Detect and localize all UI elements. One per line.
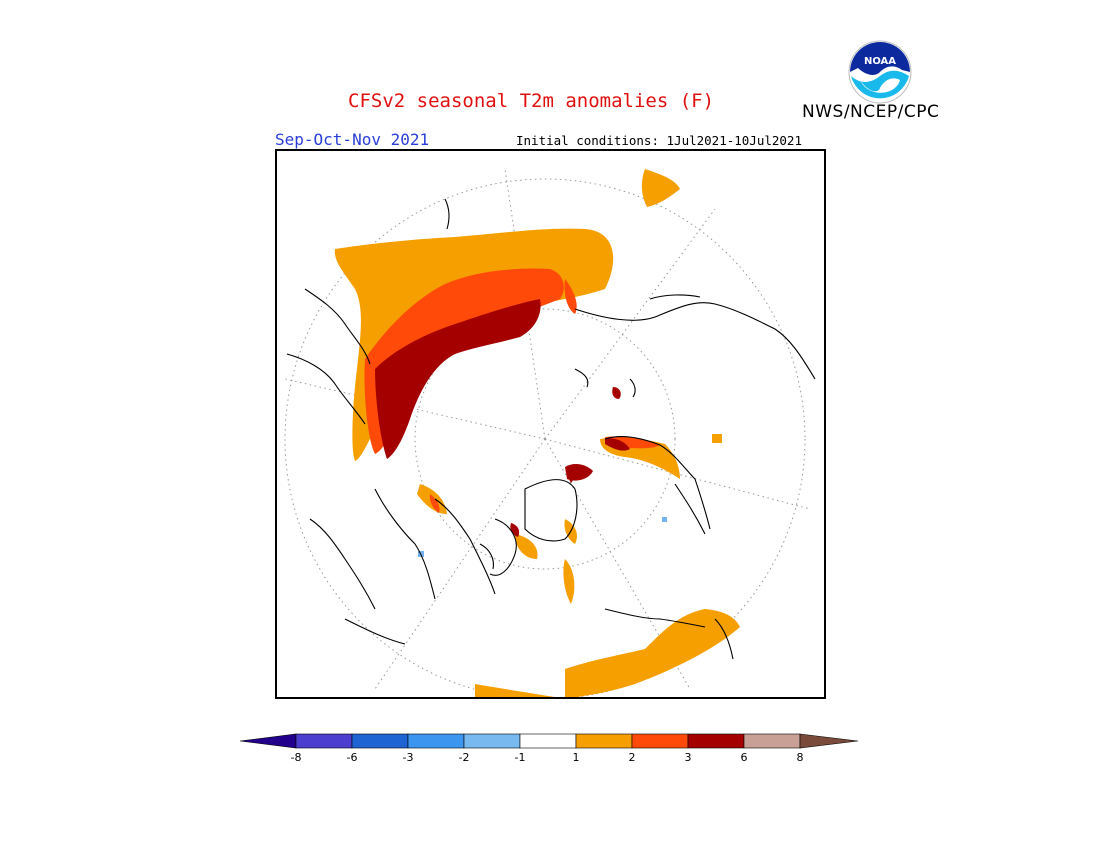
colorbar-swatch <box>351 733 409 749</box>
colorbar-tick-label: -8 <box>291 751 302 764</box>
colorbar-swatches <box>239 733 859 749</box>
forecast-period: Sep-Oct-Nov 2021 <box>275 130 430 149</box>
colorbar-tick-label: -6 <box>347 751 358 764</box>
colorbar-swatch <box>407 733 465 749</box>
initial-conditions: Initial conditions: 1Jul2021-10Jul2021 <box>516 133 802 148</box>
noaa-logo: NOAA <box>848 40 912 104</box>
colorbar-swatch <box>631 733 689 749</box>
logo-text: NOAA <box>864 56 896 67</box>
colorbar-tick-label: 2 <box>629 751 636 764</box>
colorbar-tick-label: -3 <box>403 751 414 764</box>
polar-map <box>275 149 826 699</box>
colorbar-tick-label: 6 <box>741 751 748 764</box>
colorbar-tick-label: -2 <box>459 751 470 764</box>
colorbar-swatch <box>295 733 353 749</box>
colorbar-arrow-high <box>799 733 859 749</box>
colorbar-ticks: -8 -6 -3 -2 -1 1 2 3 6 8 <box>291 751 804 764</box>
map-frame <box>275 149 826 699</box>
colorbar-tick-label: 3 <box>685 751 692 764</box>
colorbar: -8 -6 -3 -2 -1 1 2 3 6 8 <box>239 733 859 764</box>
colorbar-arrow-low <box>239 733 297 749</box>
anomaly-minus-2-to-minus-1 <box>418 517 667 557</box>
anomaly-3-to-6 <box>375 299 630 537</box>
colorbar-swatch <box>463 733 521 749</box>
colorbar-tick-label: 1 <box>573 751 580 764</box>
colorbar-tick-label: 8 <box>797 751 804 764</box>
organization-label: NWS/NCEP/CPC <box>802 102 940 122</box>
colorbar-swatch <box>519 733 577 749</box>
colorbar-swatch <box>575 733 633 749</box>
colorbar-swatch <box>743 733 801 749</box>
colorbar-swatch <box>687 733 745 749</box>
map-title: CFSv2 seasonal T2m anomalies (F) <box>348 90 715 112</box>
colorbar-tick-label: -1 <box>515 751 526 764</box>
coastlines <box>286 198 816 660</box>
